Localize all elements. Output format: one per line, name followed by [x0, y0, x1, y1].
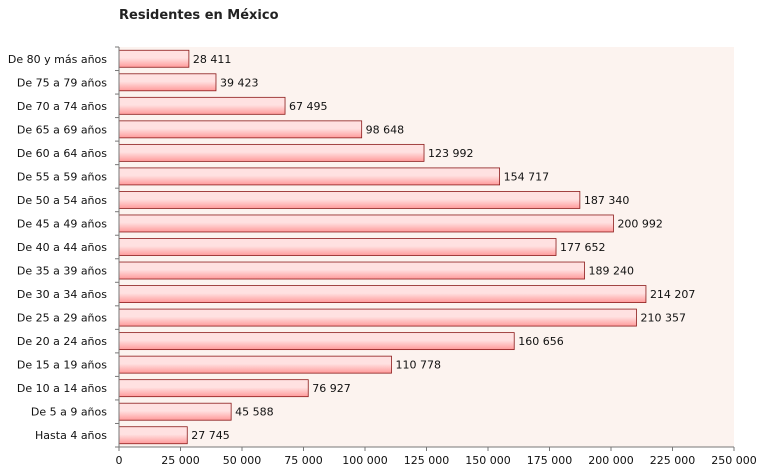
data-label: 39 423: [220, 76, 259, 89]
data-label: 210 357: [640, 312, 686, 325]
x-ticks-group: 0 25 000 50 000 75 000 100 000 125 000 150 000…: [116, 447, 757, 467]
x-tick-label: 175 000: [527, 454, 573, 467]
bar: [118, 238, 557, 256]
data-label: 154 717: [504, 170, 550, 183]
bar: [118, 426, 188, 445]
data-label: 98 648: [366, 123, 405, 136]
x-tick-label: 200 000: [588, 454, 634, 467]
y-tick-label: Hasta 4 años: [35, 429, 107, 442]
y-tick-label: De 55 a 59 años: [17, 170, 107, 183]
y-tick-label: De 30 a 34 años: [17, 288, 107, 301]
x-tick-label: 75 000: [284, 454, 323, 467]
x-tick-label: 25 000: [161, 454, 200, 467]
data-label: 110 778: [396, 359, 442, 372]
x-tick-label: 125 000: [404, 454, 450, 467]
x-tick-label: 225 000: [650, 454, 696, 467]
bar: [118, 49, 190, 68]
y-tick-label: De 35 a 39 años: [17, 265, 107, 278]
bar: [118, 120, 363, 139]
data-label: 76 927: [312, 382, 351, 395]
x-tick-label: 50 000: [223, 454, 262, 467]
x-tick-label: 150 000: [465, 454, 511, 467]
y-tick-label: De 65 a 69 años: [17, 123, 107, 136]
bar: [118, 73, 217, 92]
y-tick-label: De 10 a 14 años: [17, 382, 107, 395]
y-tick-label: De 5 a 9 años: [31, 406, 107, 419]
y-tick-label: De 80 y más años: [8, 53, 107, 66]
chart-title: Residentes en México: [119, 8, 279, 23]
category-labels-group: Hasta 4 años De 5 a 9 años De 10 a 14 años…: [8, 53, 107, 442]
x-tick-label: 0: [116, 454, 123, 467]
y-tick-label: De 40 a 44 años: [17, 241, 107, 254]
y-tick-label: De 60 a 64 años: [17, 147, 107, 160]
y-tick-label: De 50 a 54 años: [17, 194, 107, 207]
data-label: 28 411: [193, 53, 232, 66]
data-label: 214 207: [650, 288, 696, 301]
bar: [118, 261, 585, 280]
y-tick-label: De 15 a 19 años: [17, 359, 107, 372]
y-tick-label: De 45 a 49 años: [17, 217, 107, 230]
bar: [118, 143, 425, 162]
data-label: 27 745: [191, 429, 230, 442]
bar: [118, 355, 392, 374]
x-tick-label: 250 000: [711, 454, 757, 467]
data-label: 45 588: [235, 406, 274, 419]
bar: [118, 167, 501, 186]
value-labels-group: 27 745 45 588 76 927 110 778 160 656 210 357 2…: [191, 53, 695, 442]
bar: [118, 379, 309, 398]
y-tick-label: De 20 a 24 años: [17, 335, 107, 348]
data-label: 160 656: [518, 335, 564, 348]
data-label: 200 992: [617, 217, 663, 230]
data-label: 189 240: [589, 265, 635, 278]
y-tick-label: De 70 a 74 años: [17, 100, 107, 113]
bars-group: [118, 49, 647, 445]
y-tick-label: De 25 a 29 años: [17, 312, 107, 325]
bar: [118, 96, 286, 115]
bar: [118, 191, 581, 209]
data-label: 123 992: [428, 147, 474, 160]
bar: [118, 332, 515, 351]
bar: [118, 214, 614, 233]
bar: [118, 402, 232, 421]
x-tick-label: 100 000: [342, 454, 388, 467]
bar: [118, 308, 637, 327]
bar: [118, 285, 647, 303]
data-label: 177 652: [560, 241, 606, 254]
y-tick-label: De 75 a 79 años: [17, 76, 107, 89]
data-label: 187 340: [584, 194, 630, 207]
data-label: 67 495: [289, 100, 328, 113]
